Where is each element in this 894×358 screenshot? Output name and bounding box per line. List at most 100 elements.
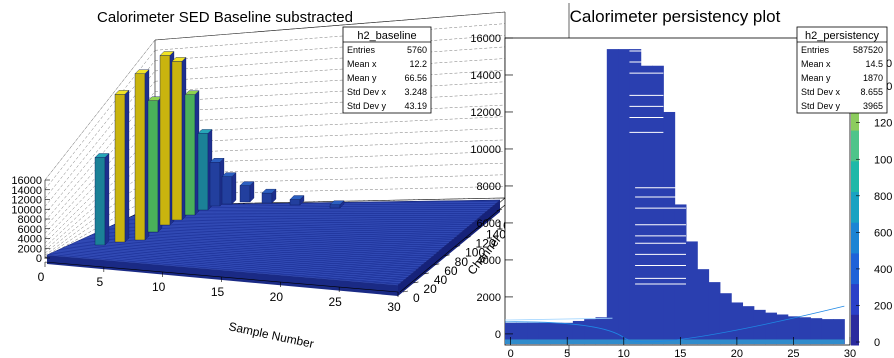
stats-title: h2_persistency (805, 30, 879, 42)
lego-row (107, 227, 455, 239)
lego-bar-side (339, 200, 345, 209)
heatmap-column (652, 65, 664, 345)
palette-tick-label: 600 (874, 227, 892, 239)
x-tick-label: 20 (731, 348, 743, 358)
lego-row (63, 247, 414, 273)
lego-row (96, 232, 444, 247)
chart-title: Calorimeter persistency plot (570, 7, 781, 26)
lego-row (101, 229, 450, 243)
stats-value: 1870 (863, 73, 883, 83)
x-tick-label: 25 (328, 295, 342, 309)
palette-tick-label: 100 (874, 154, 892, 166)
heatmap-column (618, 49, 630, 345)
lego-base-side (398, 200, 500, 296)
lego-row (68, 244, 419, 269)
heatmap-column (561, 322, 574, 345)
lego-row (123, 219, 470, 226)
y-tick-label: 8000 (477, 181, 501, 193)
palette-tick-label: 120 (874, 118, 892, 130)
y-tick (434, 263, 440, 266)
lego-bar (239, 185, 251, 203)
palette-tick-label: 200 (874, 300, 892, 312)
lego-row (60, 248, 411, 275)
palette-swatch (851, 160, 859, 192)
stats-title: h2_baseline (357, 30, 416, 42)
x-tick-label: 5 (564, 348, 570, 358)
grid-line (154, 35, 506, 61)
lego-row (55, 251, 406, 279)
lego-row (71, 243, 421, 267)
palette-swatch (851, 314, 859, 346)
y-tick (444, 254, 450, 257)
heatmap-column (753, 309, 766, 345)
x-tick-label: 30 (387, 300, 401, 314)
heatmap-column (787, 316, 800, 345)
grid-line (154, 197, 506, 206)
y-tick (465, 236, 471, 238)
y-tick-label: 0 (413, 291, 420, 305)
grid-line (154, 186, 506, 195)
lego-row (129, 217, 475, 222)
stats-key: Std Dev y (347, 101, 387, 111)
lego-bar (329, 204, 341, 209)
lego-bar-side (124, 89, 130, 243)
y-tick-label: 40 (434, 273, 448, 287)
z-tick-label: 12000 (11, 195, 42, 207)
persistency-plot: Calorimeter persistency plot020004000600… (470, 3, 892, 358)
lego-bar (134, 73, 146, 241)
grid-line (44, 173, 156, 256)
grid-line (154, 162, 506, 175)
stats-value: 14.5 (865, 59, 883, 69)
grid-line (154, 93, 506, 113)
heatmap-column (550, 322, 563, 345)
heatmap-column (527, 322, 540, 345)
grid-line (154, 81, 506, 103)
heatmap-column (584, 319, 596, 345)
grid-line (154, 116, 506, 134)
lego-row (104, 228, 452, 241)
y-tick-label: 14000 (470, 70, 501, 82)
stats-box (796, 26, 888, 114)
heatmap-column (799, 317, 811, 345)
heatmap-column (719, 293, 732, 345)
lego-row (52, 252, 404, 281)
side-edge (44, 39, 156, 181)
lego-row (85, 237, 434, 256)
stats-key: Mean x (347, 59, 377, 69)
y-tick (455, 245, 461, 248)
stats-key: Std Dev y (801, 101, 841, 111)
grid-line (154, 11, 506, 41)
lego-row (132, 216, 478, 220)
lego-row (57, 249, 409, 277)
lego-row (126, 218, 472, 224)
z-tick-label: 0 (36, 253, 42, 265)
grid-line (154, 46, 506, 72)
lego-bar (209, 162, 221, 207)
palette-swatch (851, 99, 859, 131)
lego-bar (184, 94, 196, 216)
y-tick (423, 272, 429, 275)
lego-row (93, 233, 442, 250)
y-tick (496, 209, 502, 211)
lego-bar (171, 61, 183, 221)
grid-line (154, 139, 506, 154)
lego-row (110, 226, 457, 237)
stats-value: 587520 (853, 45, 883, 55)
y-tick-label: 20 (423, 282, 437, 296)
x-tick-label: 25 (787, 348, 799, 358)
lego-bar-side (104, 153, 110, 246)
stats-key: Mean x (801, 59, 831, 69)
grid-line (154, 128, 506, 144)
x-tick-label: 30 (844, 348, 856, 358)
lego-bar (261, 192, 273, 204)
lego-row (118, 222, 465, 230)
stats-value: 43.19 (404, 101, 427, 111)
lego-row (134, 214, 480, 218)
lego-bar-side (271, 188, 277, 204)
y-tick-label: 10000 (470, 144, 501, 156)
palette-tick-label: 0 (874, 337, 880, 349)
lego-bar (94, 157, 106, 246)
lego-row (79, 239, 429, 260)
lego-bar-side (249, 181, 255, 203)
x-tick-label: 0 (38, 270, 45, 284)
